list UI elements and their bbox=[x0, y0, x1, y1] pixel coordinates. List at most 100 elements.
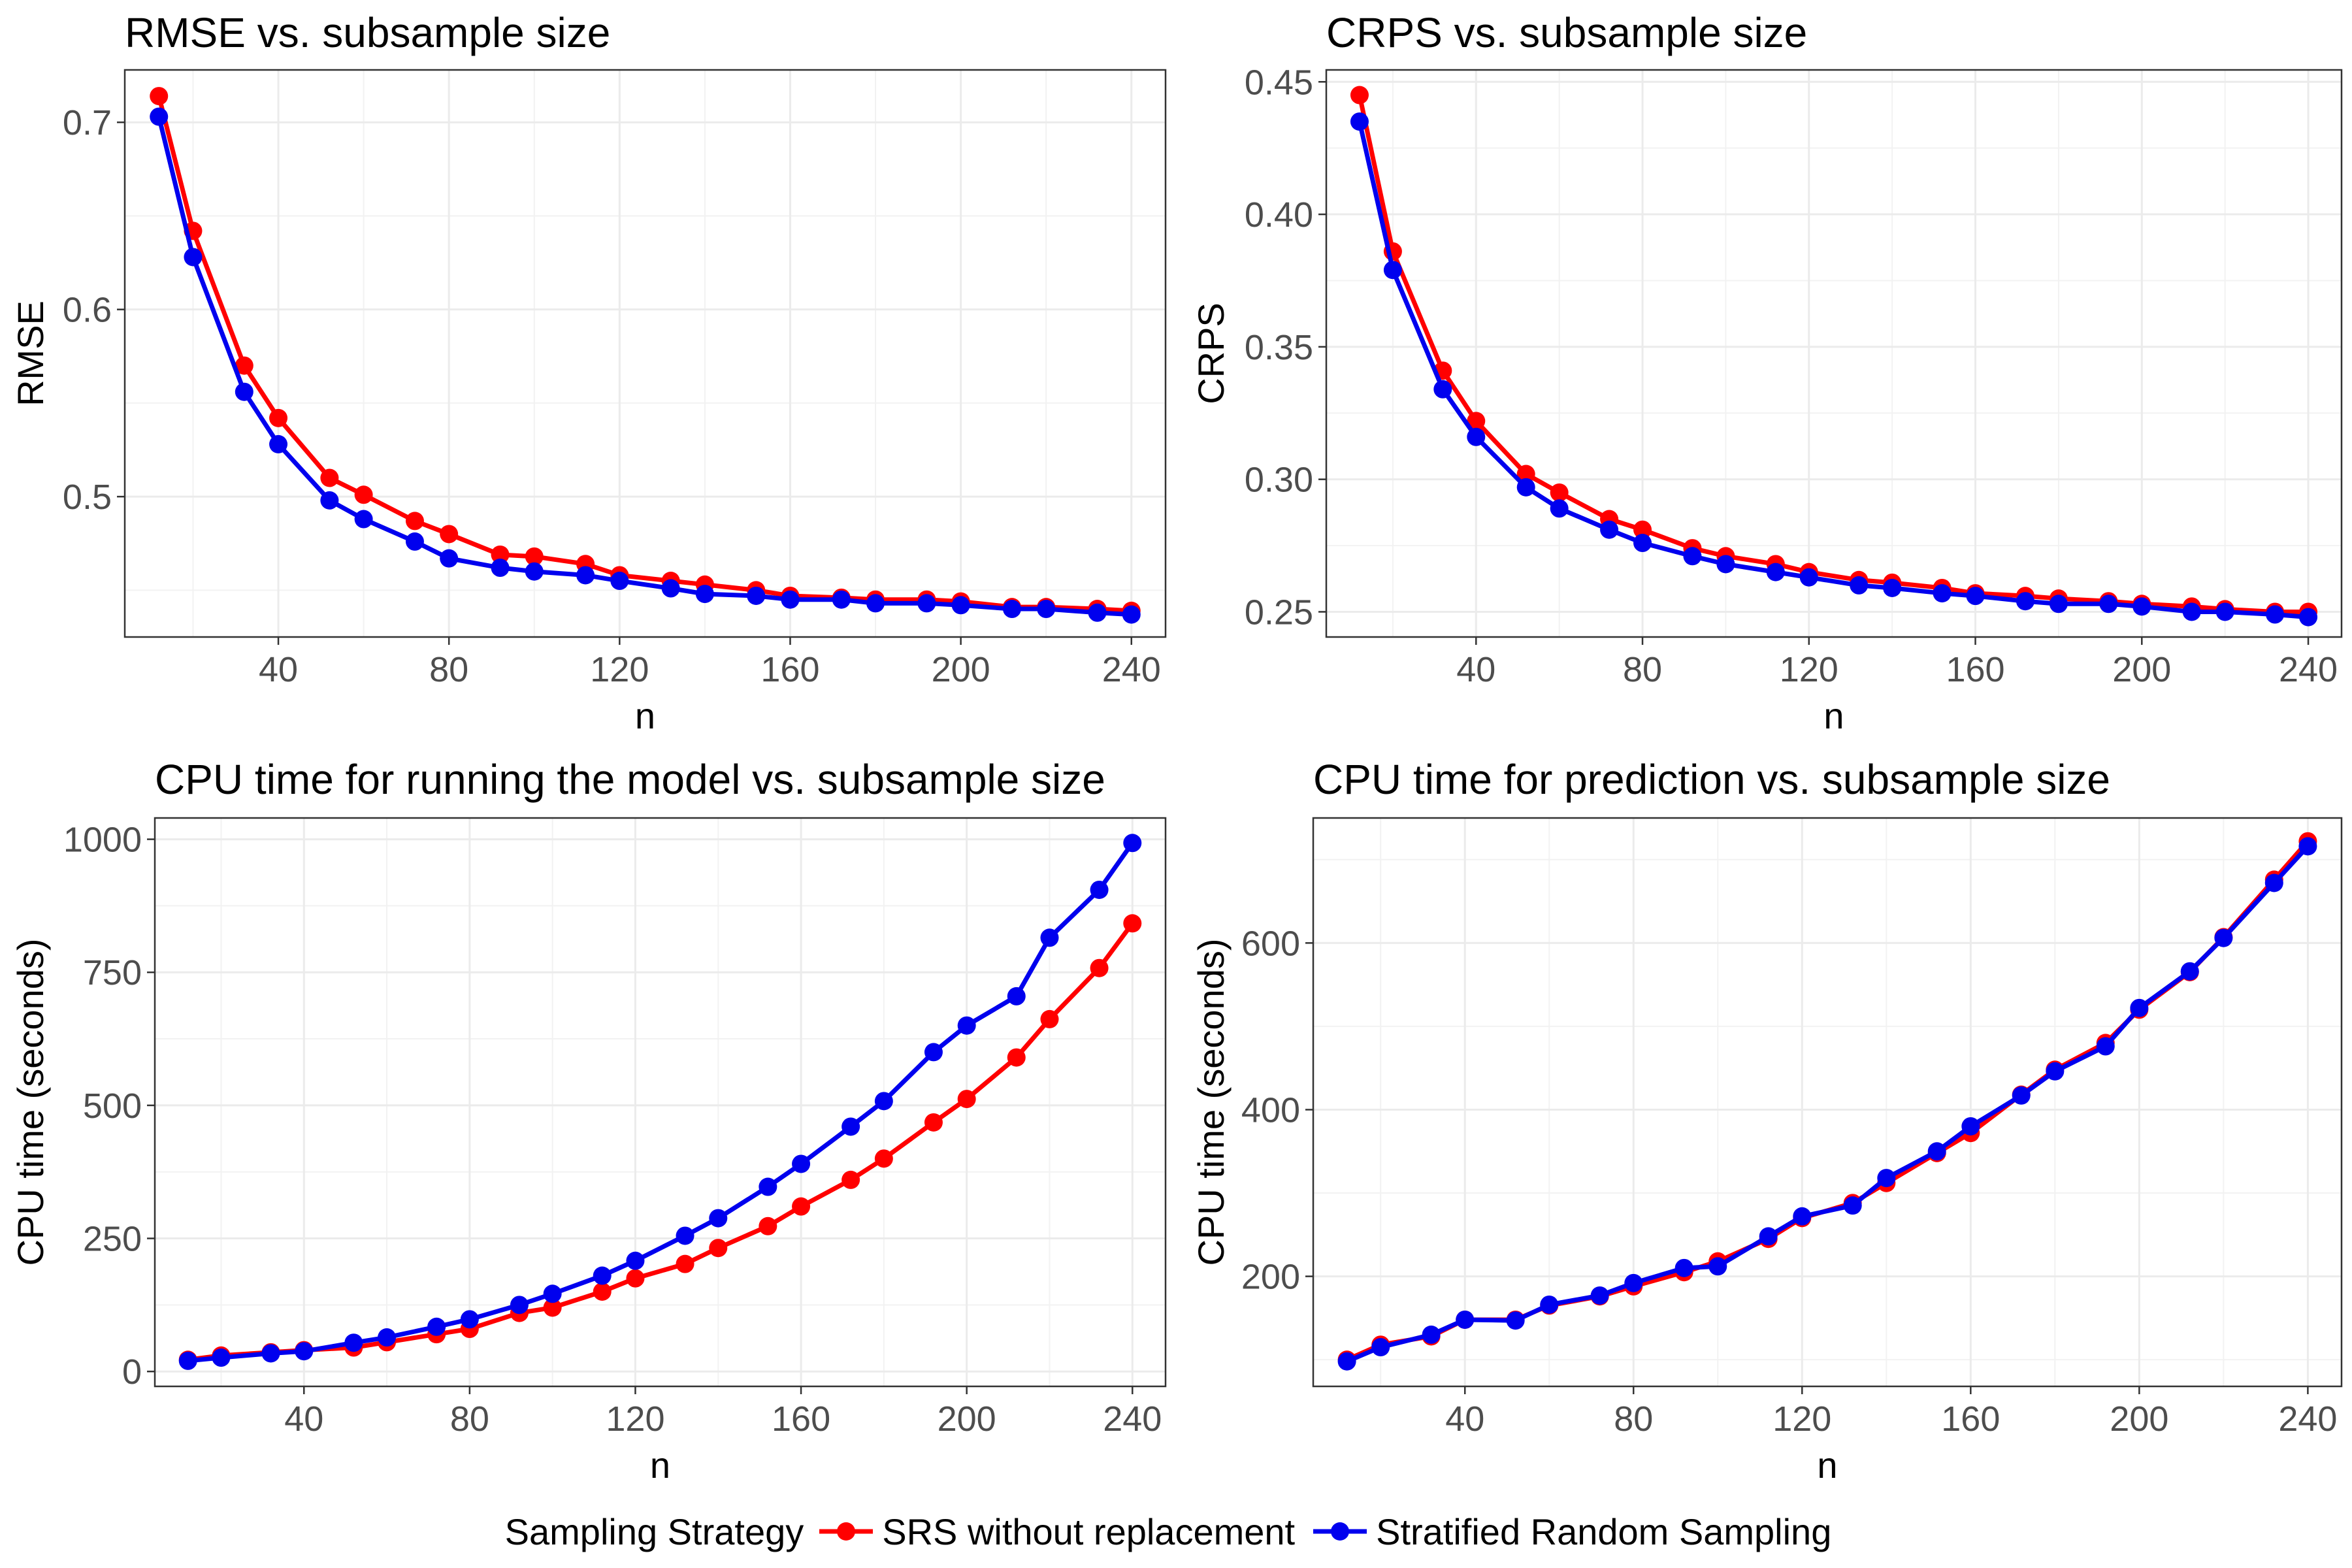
x-tick-label: 240 bbox=[2279, 650, 2338, 689]
data-point bbox=[781, 590, 800, 609]
data-point bbox=[2132, 597, 2151, 616]
data-point bbox=[2266, 605, 2285, 624]
data-point bbox=[184, 248, 203, 267]
data-point bbox=[378, 1328, 397, 1347]
data-point bbox=[543, 1284, 562, 1303]
data-point bbox=[832, 590, 851, 609]
y-tick-label: 600 bbox=[1241, 924, 1300, 963]
data-point bbox=[405, 532, 424, 551]
data-point bbox=[1793, 1207, 1812, 1226]
y-tick-label: 0.35 bbox=[1245, 328, 1313, 367]
legend-title: Sampling Strategy bbox=[504, 1511, 804, 1552]
data-point bbox=[150, 107, 169, 126]
data-point bbox=[2298, 837, 2317, 856]
data-point bbox=[2264, 874, 2283, 892]
data-point bbox=[2016, 592, 2034, 611]
panel-border bbox=[1312, 817, 2343, 1388]
data-point bbox=[1624, 1273, 1643, 1292]
y-tick-label: 400 bbox=[1241, 1090, 1300, 1130]
data-point bbox=[1540, 1295, 1559, 1314]
x-tick-label: 120 bbox=[1780, 650, 1838, 689]
data-point bbox=[1633, 520, 1652, 539]
data-point bbox=[1040, 928, 1059, 947]
data-point bbox=[1350, 112, 1369, 131]
x-tick-label: 80 bbox=[1623, 650, 1662, 689]
data-point bbox=[1759, 1227, 1778, 1246]
x-axis-label: n bbox=[635, 695, 655, 736]
data-point bbox=[1090, 958, 1109, 977]
data-point bbox=[344, 1333, 363, 1352]
data-point bbox=[924, 1113, 943, 1132]
legend: Sampling Strategy SRS without replacemen… bbox=[0, 1500, 2352, 1563]
data-point bbox=[1467, 412, 1486, 431]
data-point bbox=[841, 1117, 860, 1136]
data-point bbox=[2299, 608, 2318, 627]
chart-title: CPU time for prediction vs. subsample si… bbox=[1313, 756, 2110, 803]
series-line bbox=[1346, 840, 2310, 1362]
data-point bbox=[2046, 1062, 2065, 1081]
x-tick-label: 200 bbox=[938, 1399, 996, 1439]
data-point bbox=[695, 585, 714, 604]
legend-label-srs: SRS without replacement bbox=[882, 1511, 1296, 1552]
y-tick-label: 0.5 bbox=[63, 478, 112, 517]
data-point bbox=[320, 491, 339, 510]
data-point bbox=[1550, 483, 1569, 502]
data-point bbox=[405, 512, 424, 531]
data-point bbox=[1088, 603, 1107, 622]
data-point bbox=[924, 1043, 943, 1062]
data-point bbox=[354, 510, 373, 529]
x-tick-label: 240 bbox=[2278, 1399, 2337, 1439]
y-tick-label: 0.30 bbox=[1245, 461, 1313, 500]
data-point bbox=[1456, 1310, 1475, 1329]
data-point bbox=[510, 1296, 529, 1315]
chart-panel-3: 40 80 120 160 200 240 200 400 600 CPU time for pr… bbox=[1190, 756, 2343, 1486]
data-point bbox=[676, 1254, 694, 1273]
y-axis-label: CPU time (seconds) bbox=[1190, 938, 1232, 1266]
series-line bbox=[156, 95, 1132, 613]
data-point bbox=[1007, 1048, 1026, 1067]
chart-panel-2: 40 80 120 160 200 240 0 250 500 750 1000 CPU time f… bbox=[10, 756, 1167, 1486]
data-point bbox=[626, 1251, 645, 1270]
x-tick-label: 40 bbox=[259, 650, 298, 689]
data-point bbox=[1799, 568, 1818, 587]
data-point bbox=[576, 566, 595, 585]
data-point bbox=[440, 525, 459, 544]
data-point bbox=[1516, 465, 1535, 483]
legend-key-srs bbox=[819, 1522, 874, 1541]
y-tick-label: 1000 bbox=[63, 821, 142, 860]
x-tick-label: 80 bbox=[1614, 1399, 1653, 1439]
y-tick-label: 0.40 bbox=[1245, 195, 1313, 235]
y-tick-label: 200 bbox=[1241, 1258, 1300, 1297]
x-tick-label: 160 bbox=[760, 650, 819, 689]
data-point bbox=[676, 1226, 694, 1245]
data-point bbox=[427, 1317, 446, 1336]
data-point bbox=[1123, 834, 1142, 853]
y-tick-label: 0.7 bbox=[63, 103, 112, 142]
x-axis-label: n bbox=[1817, 1445, 1837, 1486]
data-point bbox=[1843, 1196, 1862, 1215]
data-point bbox=[2012, 1086, 2031, 1105]
series-line bbox=[1357, 94, 2309, 614]
data-point bbox=[1927, 1142, 1946, 1161]
data-point bbox=[235, 382, 253, 401]
data-point bbox=[1037, 600, 1056, 619]
y-axis-label: RMSE bbox=[10, 301, 51, 406]
series-line bbox=[188, 922, 1135, 1362]
data-point bbox=[235, 356, 253, 375]
data-point bbox=[951, 596, 970, 615]
data-point bbox=[759, 1217, 777, 1235]
legend-item-stratified: Stratified Random Sampling bbox=[1311, 1511, 1831, 1553]
data-point bbox=[1766, 563, 1785, 581]
data-point bbox=[320, 468, 339, 487]
data-point bbox=[269, 408, 288, 427]
data-point bbox=[178, 1351, 197, 1370]
data-point bbox=[1122, 605, 1141, 624]
data-point bbox=[212, 1348, 231, 1367]
chart-title: RMSE vs. subsample size bbox=[125, 9, 610, 56]
series-line bbox=[1346, 845, 2310, 1364]
data-point bbox=[1383, 261, 1402, 280]
x-tick-label: 40 bbox=[284, 1399, 323, 1439]
y-tick-label: 0.45 bbox=[1245, 63, 1313, 102]
data-point bbox=[2130, 998, 2149, 1017]
y-tick-label: 250 bbox=[83, 1220, 142, 1259]
